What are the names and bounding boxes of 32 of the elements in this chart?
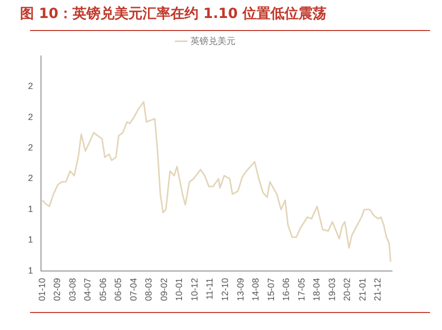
x-tick-label: 17-05 bbox=[296, 278, 306, 302]
x-tick-label: 10-12 bbox=[189, 278, 200, 302]
y-tick-label: 1 bbox=[28, 204, 34, 214]
x-tick-label: 21-12 bbox=[372, 278, 383, 302]
x-tick-label: 04-07 bbox=[82, 278, 93, 302]
x-tick-label: 01-10 bbox=[36, 278, 47, 302]
y-tick-label: 2 bbox=[28, 173, 34, 184]
x-tick-label: 03-08 bbox=[67, 278, 78, 302]
x-tick-label: 18-04 bbox=[312, 278, 322, 302]
x-tick-label: 16-06 bbox=[281, 278, 292, 302]
x-tick-label: 09-02 bbox=[158, 278, 169, 302]
x-tick-label: 13-09 bbox=[235, 278, 246, 302]
y-tick-label: 2 bbox=[28, 81, 34, 92]
x-tick-label: 08-03 bbox=[144, 278, 154, 302]
x-tick-label: 14-08 bbox=[250, 278, 261, 302]
x-tick-label: 19-03 bbox=[326, 278, 337, 302]
y-tick-label: 2 bbox=[28, 142, 34, 153]
x-tick-label: 07-04 bbox=[128, 278, 138, 302]
x-tick-label: 05-06 bbox=[98, 278, 108, 302]
y-tick-label: 2 bbox=[28, 112, 34, 122]
x-tick-label: 20-02 bbox=[342, 278, 352, 302]
x-tick-label: 10-01 bbox=[174, 278, 184, 302]
x-tick-label: 12-10 bbox=[220, 278, 230, 302]
legend-label: 英镑兑美元 bbox=[190, 36, 236, 46]
x-tick-label: 11-11 bbox=[204, 278, 215, 300]
chart-title: 图 10：英镑兑美元汇率在约 1.10 位置低位震荡 bbox=[20, 5, 327, 22]
y-tick-label: 1 bbox=[28, 234, 34, 245]
x-tick-label: 21-01 bbox=[357, 278, 368, 302]
x-tick-label: 15-07 bbox=[266, 278, 276, 302]
y-tick-label: 1 bbox=[28, 265, 34, 276]
x-tick-label: 06-05 bbox=[113, 278, 124, 302]
x-tick-label: 02-09 bbox=[52, 278, 62, 302]
